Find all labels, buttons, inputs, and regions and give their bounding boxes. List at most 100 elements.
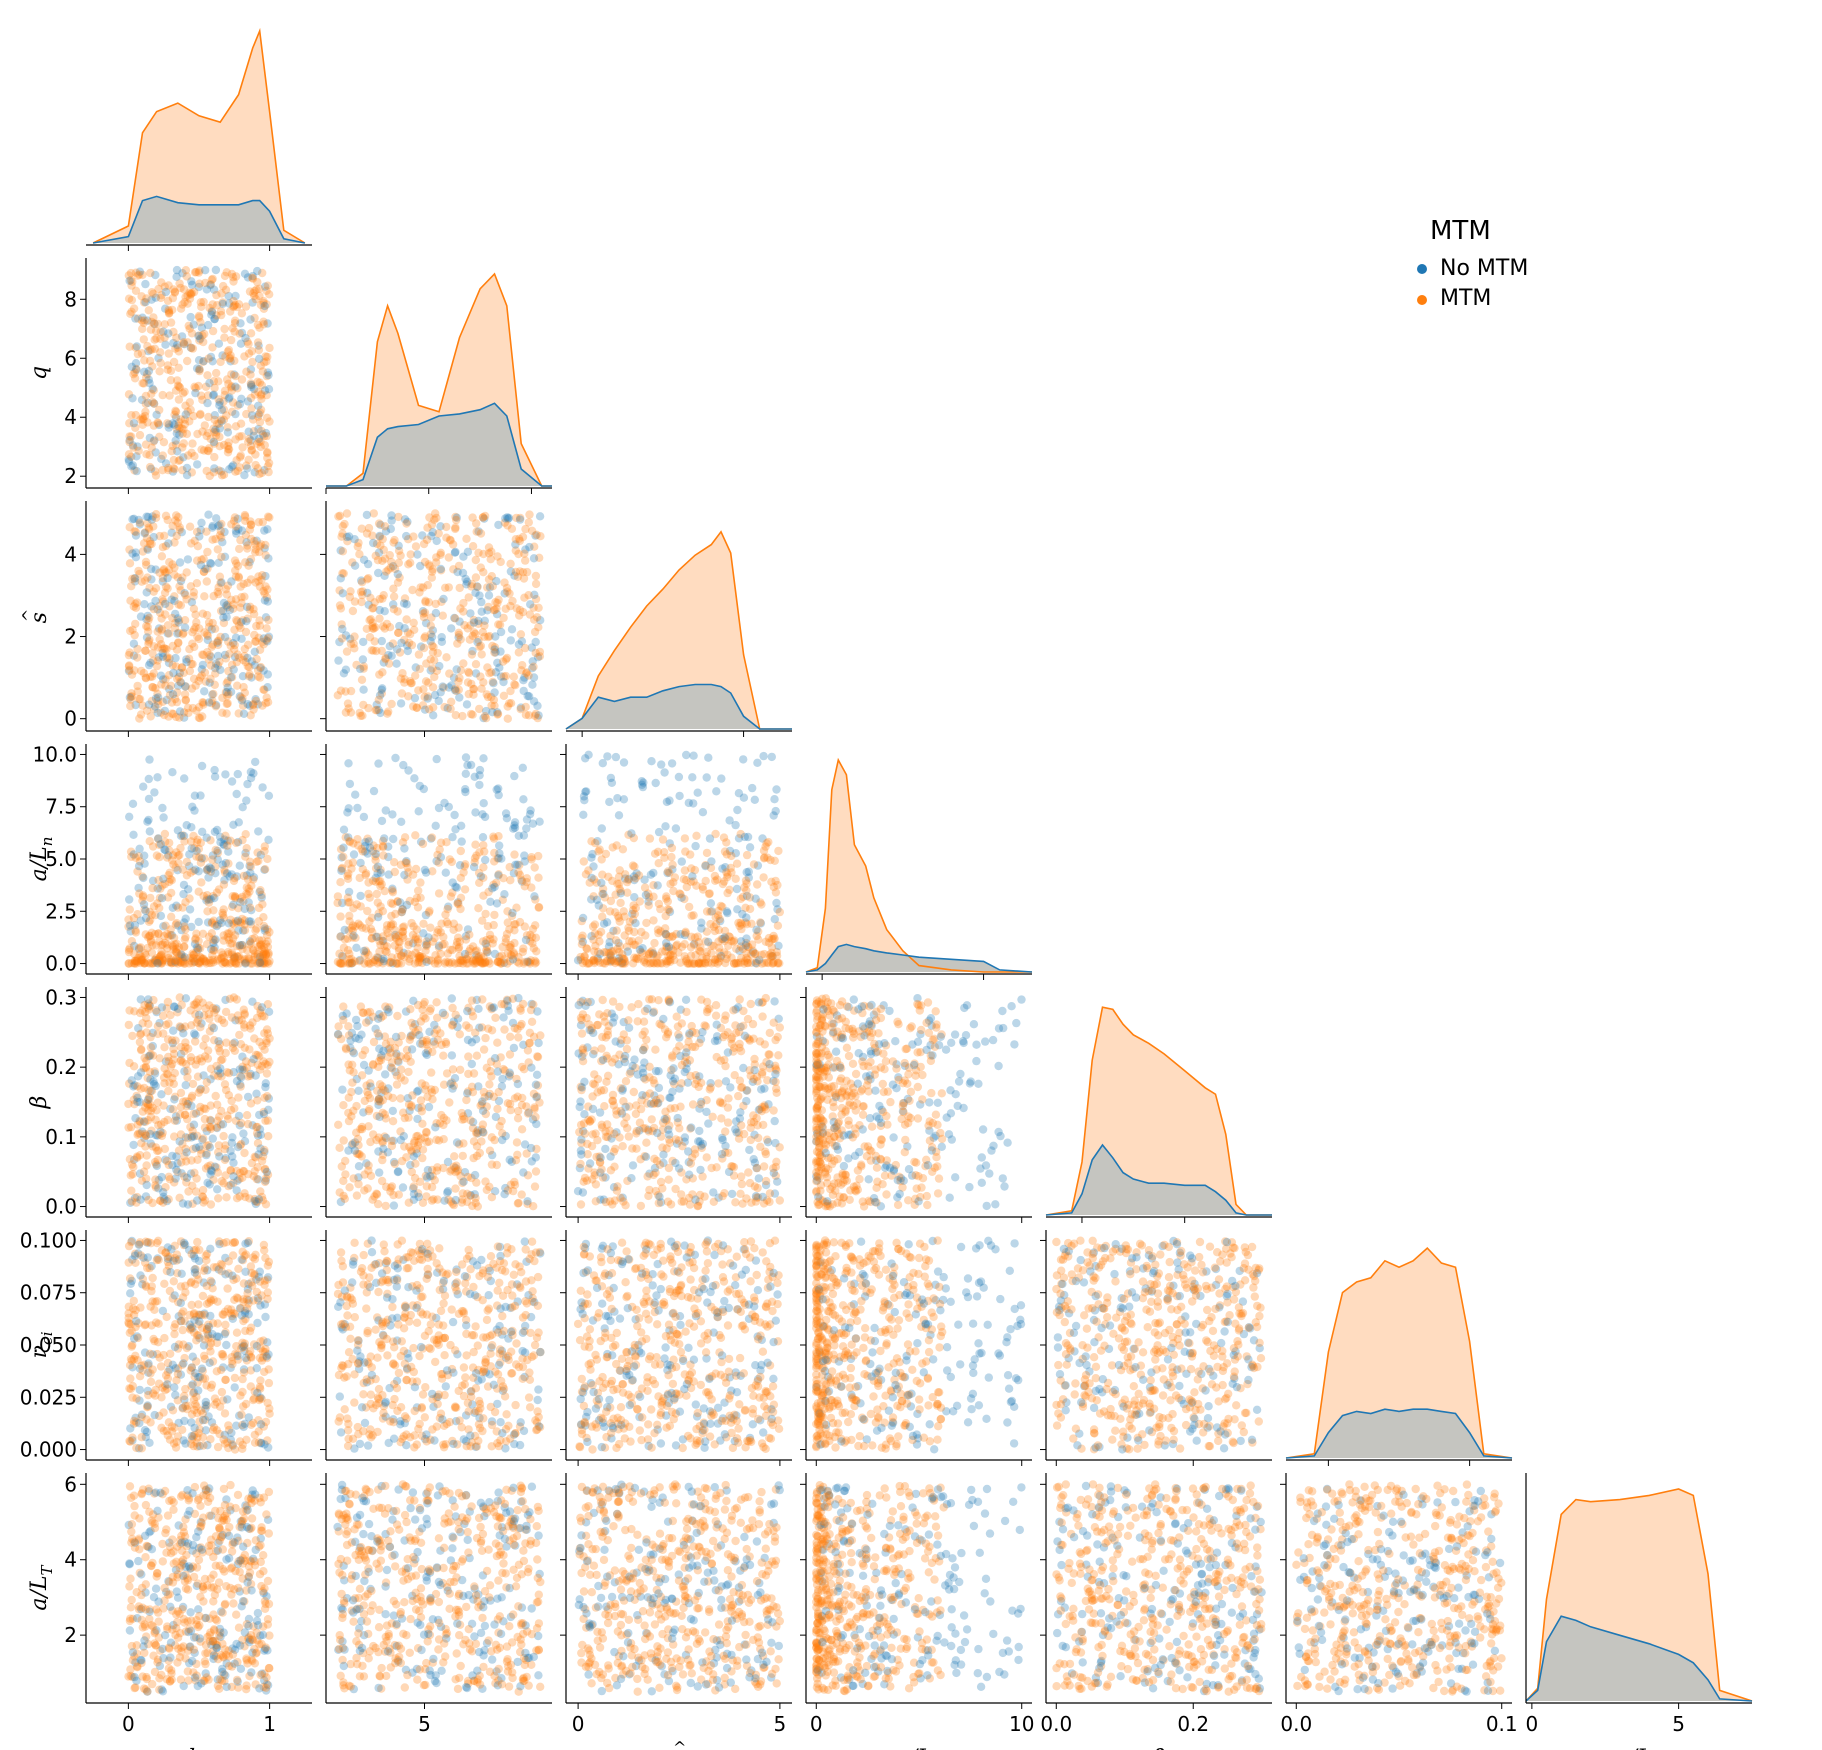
point-no-mtm — [182, 463, 192, 473]
point-mtm — [404, 1067, 413, 1077]
point-no-mtm — [237, 1073, 246, 1082]
point-no-mtm — [457, 837, 466, 846]
point-no-mtm — [500, 1190, 509, 1199]
point-mtm — [188, 344, 198, 353]
point-mtm — [242, 844, 251, 853]
point-mtm — [195, 266, 204, 275]
point-no-mtm — [470, 1170, 480, 1180]
point-mtm — [144, 306, 153, 315]
point-mtm — [361, 924, 371, 933]
point-mtm — [127, 582, 136, 591]
point-mtm — [367, 646, 376, 655]
point-mtm — [252, 1122, 261, 1132]
point-mtm — [506, 686, 515, 696]
point-mtm — [151, 1143, 161, 1152]
point-no-mtm — [236, 339, 246, 348]
point-mtm — [141, 407, 150, 416]
point-no-mtm — [705, 834, 715, 843]
point-mtm — [434, 529, 443, 538]
point-mtm — [253, 464, 262, 473]
point-no-mtm — [156, 839, 166, 849]
point-mtm — [471, 555, 480, 565]
point-mtm — [478, 995, 487, 1004]
point-mtm — [462, 534, 471, 543]
point-mtm — [124, 450, 134, 459]
point-mtm — [491, 1013, 500, 1022]
point-mtm — [247, 445, 256, 455]
point-mtm — [615, 884, 624, 894]
point-mtm — [485, 1080, 494, 1089]
point-no-mtm — [158, 803, 167, 813]
point-no-mtm — [379, 1046, 388, 1056]
density-area-no-mtm — [806, 944, 1032, 972]
point-mtm — [212, 888, 222, 897]
point-mtm — [339, 852, 348, 861]
point-no-mtm — [206, 280, 215, 290]
point-mtm — [172, 848, 181, 857]
point-mtm — [368, 604, 377, 613]
point-mtm — [530, 959, 540, 968]
point-mtm — [261, 1116, 270, 1126]
point-mtm — [233, 384, 242, 393]
point-mtm — [164, 281, 173, 290]
point-mtm — [467, 996, 477, 1005]
point-mtm — [379, 851, 388, 860]
point-mtm — [146, 893, 155, 903]
point-mtm — [374, 519, 384, 528]
point-no-mtm — [128, 441, 138, 450]
point-no-mtm — [531, 1153, 540, 1162]
point-mtm — [127, 411, 136, 420]
point-mtm — [433, 850, 442, 860]
point-mtm — [146, 1112, 156, 1122]
point-mtm — [255, 547, 264, 557]
point-mtm — [442, 917, 451, 927]
point-mtm — [344, 1022, 353, 1031]
axis-label-base: β — [27, 1096, 52, 1110]
point-no-mtm — [172, 265, 182, 275]
point-mtm — [185, 324, 194, 333]
point-mtm — [168, 305, 177, 315]
point-mtm — [214, 1194, 223, 1203]
point-no-mtm — [530, 892, 539, 901]
point-no-mtm — [217, 918, 226, 928]
point-no-mtm — [197, 761, 207, 771]
point-no-mtm — [159, 1188, 168, 1197]
point-mtm — [411, 542, 421, 551]
point-mtm — [195, 365, 204, 374]
point-mtm — [197, 302, 206, 311]
point-mtm — [259, 921, 269, 931]
point-mtm — [209, 689, 218, 699]
point-no-mtm — [260, 301, 269, 311]
point-mtm — [404, 1113, 413, 1122]
point-mtm — [124, 1099, 133, 1109]
point-mtm — [160, 710, 169, 720]
point-no-mtm — [338, 589, 347, 598]
point-no-mtm — [161, 304, 170, 313]
point-mtm — [253, 277, 262, 287]
point-mtm — [405, 630, 415, 639]
point-mtm — [171, 344, 180, 353]
point-mtm — [360, 1046, 370, 1055]
point-mtm — [180, 387, 189, 396]
point-mtm — [336, 912, 345, 921]
point-no-mtm — [427, 632, 437, 642]
point-mtm — [654, 899, 664, 909]
point-mtm — [660, 853, 669, 862]
point-no-mtm — [414, 807, 423, 816]
point-mtm — [152, 851, 162, 860]
point-mtm — [193, 556, 202, 565]
point-no-mtm — [144, 815, 153, 825]
point-mtm — [520, 549, 529, 558]
point-mtm — [373, 1199, 383, 1209]
point-mtm — [390, 858, 399, 867]
point-mtm — [442, 522, 451, 532]
point-mtm — [219, 880, 229, 889]
point-mtm — [195, 853, 204, 862]
point-mtm — [196, 318, 205, 327]
point-no-mtm — [246, 365, 256, 374]
point-no-mtm — [667, 759, 677, 768]
point-no-mtm — [182, 1173, 192, 1183]
point-mtm — [196, 673, 205, 682]
point-no-mtm — [647, 757, 656, 766]
